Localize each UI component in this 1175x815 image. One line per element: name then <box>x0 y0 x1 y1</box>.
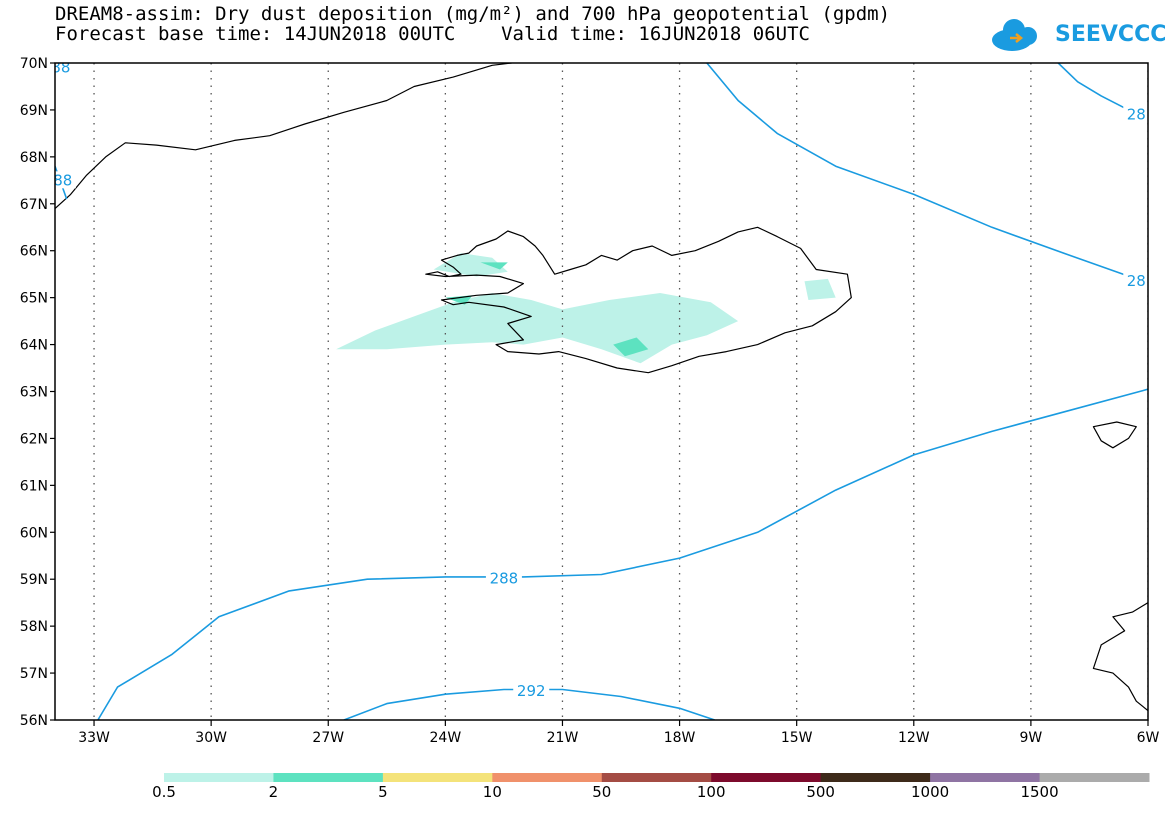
latitude-axis: 70N 69N 68N 67N 66N 65N 64N 63N 62N 61N 60N 59N 58N 5… <box>20 56 55 729</box>
lon-tick-label: 6W <box>1137 730 1160 746</box>
lon-tick-label: 9W <box>1020 730 1043 746</box>
contour-label: 292 <box>517 682 546 700</box>
logo-text: SEEVCCC <box>1055 22 1167 47</box>
coastline-scotland-hebrides <box>1092 602 1148 712</box>
contour-label: 28 <box>1127 106 1146 124</box>
colorbar-swatch <box>711 773 822 782</box>
contour-label: 28 <box>1127 272 1146 290</box>
dust-area-0.5-2 <box>804 278 836 300</box>
dust-area-0.5-2 <box>433 253 508 277</box>
contour-label-bg <box>1123 272 1148 290</box>
colorbar-label: 1000 <box>911 783 949 801</box>
colorbar-label: 10 <box>483 783 502 801</box>
longitude-axis: 33W 30W 27W 24W 21W 18W 15W 12W 9W 6W <box>78 720 1160 746</box>
dust-area-2-5 <box>480 262 508 270</box>
colorbar-label: 50 <box>592 783 611 801</box>
colorbar-label: 0.5 <box>152 783 176 801</box>
colorbar-swatch <box>820 773 931 782</box>
lat-tick-label: 70N <box>20 56 48 72</box>
coastline-greenland-east <box>55 63 512 209</box>
contour-line-288 <box>97 388 1148 720</box>
lon-tick-label: 12W <box>898 730 930 746</box>
colorbar-swatch <box>492 773 603 782</box>
contour-label-bg <box>55 63 74 76</box>
dust-area-0.5-2 <box>336 293 739 364</box>
dust-fill-layer <box>336 253 836 364</box>
lat-tick-label: 64N <box>20 338 48 354</box>
colorbar-label: 2 <box>269 783 279 801</box>
colorbar-label: 5 <box>378 783 388 801</box>
lat-tick-label: 63N <box>20 385 48 401</box>
geopotential-contours <box>55 63 1148 720</box>
lon-tick-label: 30W <box>195 730 227 746</box>
contour-line-288 <box>706 63 1137 280</box>
cloud-icon <box>992 19 1037 51</box>
lat-tick-label: 59N <box>20 572 48 588</box>
contour-label-bg <box>485 569 522 587</box>
contour-label-bg <box>1123 105 1148 123</box>
colorbar-label: 1500 <box>1020 783 1058 801</box>
colorbar-swatch <box>382 773 493 782</box>
colorbar-label: 500 <box>806 783 835 801</box>
contour-line-288 <box>1057 63 1129 111</box>
lon-tick-label: 24W <box>430 730 462 746</box>
map-title-line2: Forecast base time: 14JUN2018 00UTC Vali… <box>55 23 810 45</box>
lat-tick-label: 62N <box>20 431 48 447</box>
lat-tick-label: 67N <box>20 197 48 213</box>
lat-tick-label: 66N <box>20 244 48 260</box>
lat-tick-label: 61N <box>20 478 48 494</box>
colorbar-swatch <box>930 773 1041 782</box>
map-frame <box>54 62 1149 721</box>
lon-tick-label: 15W <box>781 730 813 746</box>
coastline-faroe <box>1092 421 1137 449</box>
colorbar-swatch <box>601 773 712 782</box>
contour-label: 88 <box>51 59 70 77</box>
graticule <box>93 63 1148 720</box>
dust-area-2-5 <box>613 337 649 357</box>
lat-tick-label: 69N <box>20 103 48 119</box>
lat-tick-label: 56N <box>20 713 48 729</box>
colorbar-swatch <box>1039 773 1150 782</box>
lat-tick-label: 65N <box>20 291 48 307</box>
lat-tick-label: 58N <box>20 619 48 635</box>
coastline-iceland <box>425 226 852 374</box>
contour-label: 288 <box>490 569 519 587</box>
colorbar-swatch <box>164 773 274 782</box>
contour-label-bg <box>55 171 76 189</box>
map-title-line1: DREAM8-assim: Dry dust deposition (mg/m²… <box>55 3 891 25</box>
colorbar-swatch <box>273 773 384 782</box>
lon-tick-label: 18W <box>664 730 696 746</box>
colorbar-label: 100 <box>697 783 726 801</box>
lat-tick-label: 60N <box>20 525 48 541</box>
lon-tick-label: 21W <box>547 730 579 746</box>
contour-labels: 288 292 28 28 88 88 <box>51 59 1148 700</box>
lon-tick-label: 27W <box>312 730 344 746</box>
lon-tick-label: 33W <box>78 730 110 746</box>
contour-label: 88 <box>53 171 72 189</box>
contour-label-bg <box>513 681 550 699</box>
lat-tick-label: 68N <box>20 150 48 166</box>
lat-tick-label: 57N <box>20 666 48 682</box>
coastline-layer <box>55 63 1148 712</box>
seevccc-logo <box>992 19 1037 51</box>
colorbar: 0.5 2 5 10 50 100 500 1000 1500 <box>152 773 1150 801</box>
